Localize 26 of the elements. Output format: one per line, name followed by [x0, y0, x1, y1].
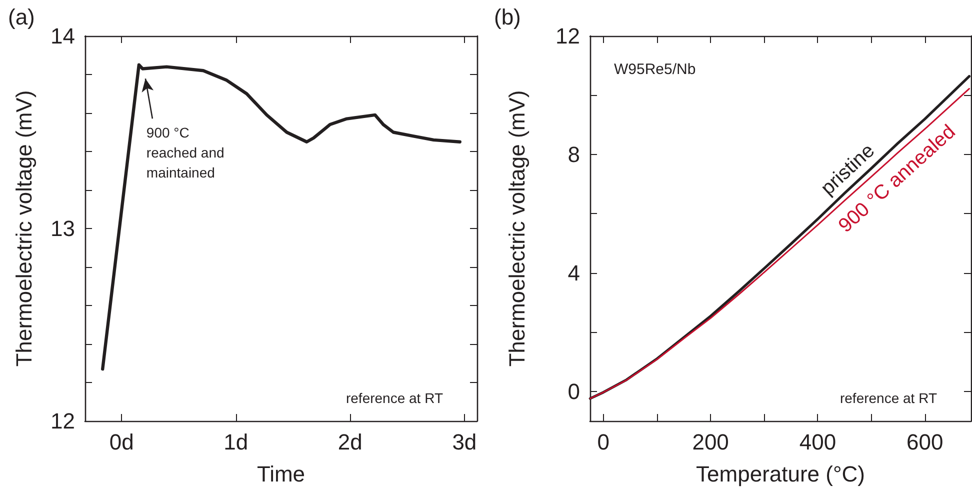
- y-tick-label: 12: [556, 24, 580, 48]
- x-tick-label: 400: [799, 430, 836, 454]
- annotation: W95Re5/Nb: [614, 61, 696, 78]
- y-tick-label: 14: [50, 24, 75, 48]
- y-axis-title: Thermoelectric voltage (mV): [12, 90, 36, 367]
- x-tick-label: 1d: [224, 430, 248, 454]
- annotation: 900 °C reached and maintained: [146, 124, 224, 181]
- x-tick-label: 3d: [452, 430, 477, 454]
- y-tick-label: 12: [50, 408, 75, 434]
- y-tick-label: 4: [568, 260, 580, 286]
- y-tick-label: 0: [568, 378, 580, 404]
- x-axis-title: Temperature (°C): [696, 462, 865, 486]
- x-tick-label: 0d: [109, 430, 134, 454]
- x-tick-label: 600: [906, 430, 944, 454]
- y-tick-label: 8: [568, 142, 580, 167]
- x-tick-label: 2d: [338, 430, 362, 454]
- annotation: reference at RT: [346, 390, 444, 406]
- x-tick-label: 0: [597, 430, 610, 454]
- chart-title: (b): [494, 4, 521, 30]
- x-tick-label: 200: [692, 430, 729, 454]
- y-tick-label: 13: [50, 216, 75, 241]
- annotation: reference at RT: [840, 390, 938, 406]
- x-axis-title: Time: [256, 462, 306, 486]
- chart-title: (a): [8, 4, 35, 30]
- line-series: [101, 63, 462, 371]
- y-axis-title: Thermoelectric voltage (mV): [504, 90, 530, 367]
